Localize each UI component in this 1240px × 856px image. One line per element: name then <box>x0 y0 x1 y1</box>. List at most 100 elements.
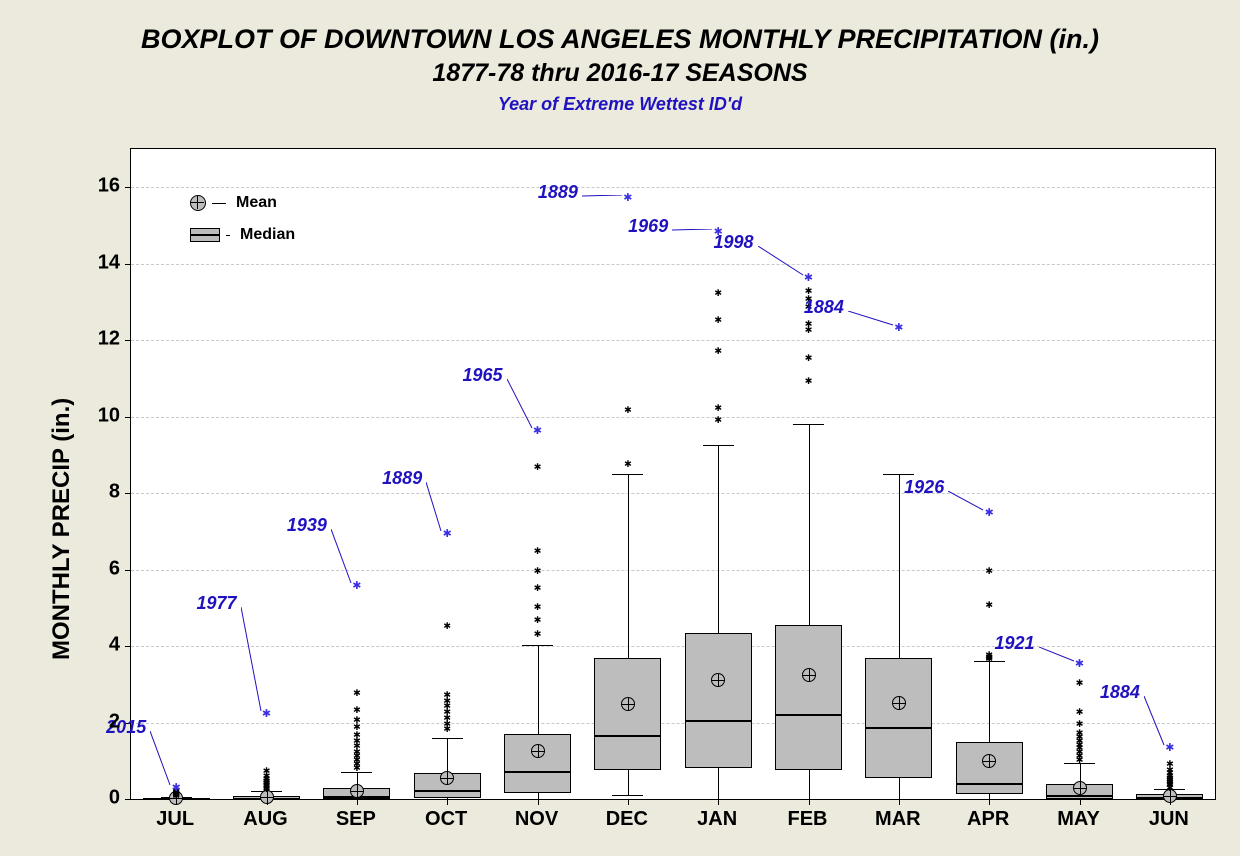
gridline <box>131 723 1215 724</box>
x-tick-mark <box>1080 799 1081 805</box>
mean-marker <box>350 784 364 798</box>
y-tick-mark <box>125 570 131 571</box>
outlier-marker: ✱ <box>1076 676 1083 688</box>
extreme-leader-line <box>672 229 714 232</box>
mean-marker <box>802 668 816 682</box>
outlier-marker: ✱ <box>715 313 722 325</box>
extreme-leader-line <box>426 482 443 533</box>
y-tick-label: 8 <box>82 481 120 504</box>
chart-titles: BOXPLOT OF DOWNTOWN LOS ANGELES MONTHLY … <box>0 24 1240 115</box>
extreme-leader-line <box>948 491 985 512</box>
outlier-marker: ✱ <box>353 686 360 698</box>
y-tick-label: 16 <box>82 175 120 198</box>
outlier-marker: ✱ <box>715 401 722 413</box>
whisker <box>989 661 990 741</box>
extreme-leader-line <box>582 195 624 198</box>
legend-dash-icon <box>226 235 230 236</box>
mean-marker <box>531 744 545 758</box>
extreme-marker: ✱ <box>985 505 993 519</box>
x-tick-label: JUL <box>156 808 194 831</box>
median-line <box>956 783 1023 785</box>
extreme-marker: ✱ <box>262 706 270 720</box>
y-tick-mark <box>125 340 131 341</box>
chart-title-line1: BOXPLOT OF DOWNTOWN LOS ANGELES MONTHLY … <box>0 24 1240 55</box>
extreme-leader-line <box>507 379 534 430</box>
y-tick-label: 0 <box>82 787 120 810</box>
extreme-marker: ✱ <box>1166 740 1174 754</box>
outlier-marker: ✱ <box>1076 705 1083 717</box>
whisker-cap <box>703 799 734 800</box>
y-tick-mark <box>125 493 131 494</box>
x-tick-label: MAY <box>1057 808 1100 831</box>
whisker <box>809 424 810 625</box>
median-line <box>865 727 932 729</box>
outlier-marker: ✱ <box>534 600 541 612</box>
whisker-cap <box>522 799 553 800</box>
extreme-marker: ✱ <box>172 780 180 794</box>
whisker-cap <box>612 474 643 475</box>
extreme-year-label: 1998 <box>714 232 754 253</box>
mean-marker <box>621 697 635 711</box>
outlier-marker: ✱ <box>534 544 541 556</box>
extreme-leader-line <box>150 731 172 787</box>
outlier-marker: ✱ <box>534 613 541 625</box>
whisker <box>718 768 719 799</box>
boxplot-box <box>594 658 661 771</box>
mean-marker-icon <box>190 195 206 211</box>
legend: Mean Median <box>190 188 295 250</box>
extreme-leader-line <box>758 246 805 277</box>
extreme-marker: ✱ <box>353 578 361 592</box>
y-tick-label: 2 <box>82 710 120 733</box>
median-line <box>414 790 481 792</box>
x-tick-mark <box>628 799 629 805</box>
outlier-marker: ✱ <box>986 598 993 610</box>
outlier-marker: ✱ <box>624 457 631 469</box>
x-tick-label: FEB <box>788 808 828 831</box>
y-axis-label: MONTHLY PRECIP (in.) <box>48 398 76 660</box>
median-box-icon <box>190 228 220 242</box>
extreme-marker: ✱ <box>624 190 632 204</box>
whisker-cap <box>612 795 643 796</box>
gridline <box>131 264 1215 265</box>
whisker <box>628 770 629 795</box>
median-line <box>775 714 842 716</box>
y-tick-mark <box>125 799 131 800</box>
y-tick-label: 14 <box>82 251 120 274</box>
x-tick-label: DEC <box>606 808 648 831</box>
extreme-leader-line <box>848 311 895 327</box>
median-line <box>504 771 571 773</box>
outlier-marker: ✱ <box>534 460 541 472</box>
gridline <box>131 570 1215 571</box>
boxplot-box <box>865 658 932 778</box>
boxplot-box <box>685 633 752 769</box>
outlier-marker: ✱ <box>805 374 812 386</box>
y-tick-mark <box>125 646 131 647</box>
whisker <box>718 445 719 632</box>
chart-subtitle: Year of Extreme Wettest ID'd <box>0 94 1240 115</box>
median-line <box>685 720 752 722</box>
x-tick-label: APR <box>967 808 1009 831</box>
y-tick-mark <box>125 417 131 418</box>
x-tick-label: OCT <box>425 808 467 831</box>
extreme-year-label: 1969 <box>628 216 668 237</box>
legend-median-row: Median <box>190 226 295 244</box>
legend-dash-icon <box>212 203 226 204</box>
outlier-marker: ✱ <box>1076 717 1083 729</box>
outlier-marker: ✱ <box>805 317 812 329</box>
whisker <box>447 738 448 773</box>
outlier-marker: ✱ <box>534 564 541 576</box>
outlier-marker: ✱ <box>805 284 812 296</box>
mean-marker <box>440 771 454 785</box>
extreme-year-label: 1965 <box>463 365 503 386</box>
outlier-marker: ✱ <box>534 581 541 593</box>
median-line <box>594 735 661 737</box>
outlier-marker: ✱ <box>986 564 993 576</box>
x-tick-label: JUN <box>1149 808 1189 831</box>
mean-marker <box>1073 781 1087 795</box>
y-tick-mark <box>125 187 131 188</box>
gridline <box>131 417 1215 418</box>
outlier-marker: ✱ <box>624 403 631 415</box>
outlier-marker: ✱ <box>444 619 451 631</box>
whisker-cap <box>522 645 553 646</box>
y-tick-mark <box>125 264 131 265</box>
